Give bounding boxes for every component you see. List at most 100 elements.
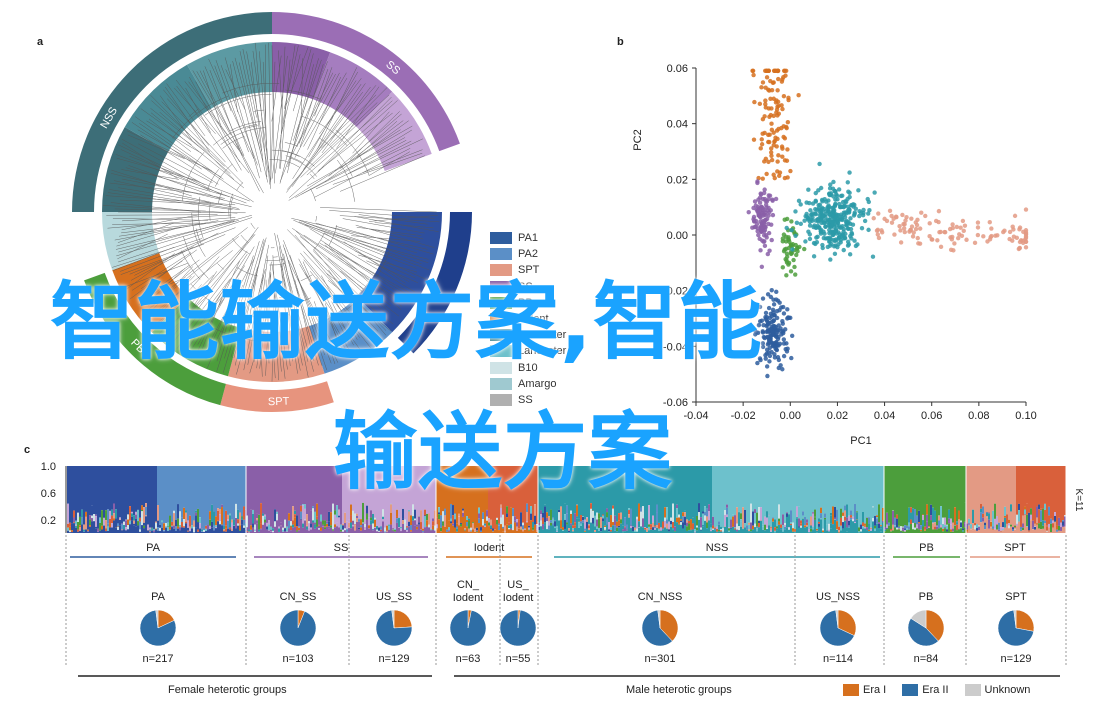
admix-bar xyxy=(866,527,868,531)
admix-bar xyxy=(552,518,554,524)
admix-bar xyxy=(846,517,848,528)
admix-bar xyxy=(844,510,846,517)
admix-bar xyxy=(994,518,996,529)
admix-bar xyxy=(370,524,372,533)
admix-bar xyxy=(290,466,292,522)
admix-bar xyxy=(225,466,227,511)
admix-bar xyxy=(714,530,716,533)
admix-bar xyxy=(398,527,400,533)
tree-branch xyxy=(300,252,375,342)
admix-bar xyxy=(270,466,272,527)
admix-bar xyxy=(442,521,444,524)
tree-branch xyxy=(324,303,343,358)
tree-branch xyxy=(120,149,211,191)
admix-bar xyxy=(848,515,850,521)
admix-bar xyxy=(478,518,480,524)
point-nss xyxy=(845,180,850,185)
admix-bar xyxy=(730,527,732,528)
tree-branch xyxy=(150,108,206,153)
tree-branch xyxy=(339,155,425,192)
admix-bar xyxy=(1056,529,1058,532)
admix-bar xyxy=(496,519,498,525)
admix-bar xyxy=(370,466,372,511)
tree-branch xyxy=(222,238,264,373)
admix-bar xyxy=(314,522,316,525)
admix-bar xyxy=(123,522,125,526)
admix-bar xyxy=(686,466,688,520)
admix-bar xyxy=(392,529,394,531)
admix-bar xyxy=(264,522,266,533)
admix-bar xyxy=(628,514,630,518)
admix-bar xyxy=(532,521,534,528)
admix-bar xyxy=(644,530,646,533)
point-iodent xyxy=(775,88,780,93)
k-label: K=11 xyxy=(1073,489,1084,512)
admix-bar xyxy=(346,529,348,532)
tree-branch xyxy=(172,226,259,344)
admix-bar xyxy=(968,525,970,533)
admix-bar xyxy=(702,526,704,533)
point-pa xyxy=(769,288,774,293)
point-pa xyxy=(775,355,781,360)
admix-bar xyxy=(446,531,448,533)
admix-bar xyxy=(470,527,472,531)
admix-bar xyxy=(732,514,734,517)
admix-bar xyxy=(352,526,354,533)
admix-bar xyxy=(970,466,972,525)
admix-bar xyxy=(586,466,588,518)
admix-bar xyxy=(894,526,896,528)
admix-bar xyxy=(1060,522,1062,528)
admix-bar xyxy=(586,521,588,529)
admix-bar xyxy=(604,525,606,528)
admix-bar xyxy=(988,528,990,533)
admix-bar xyxy=(452,505,454,516)
admix-bar xyxy=(410,466,412,516)
tree-branch xyxy=(265,273,272,376)
point-iodent xyxy=(786,95,791,101)
admix-bar xyxy=(342,529,344,532)
tree-branch xyxy=(234,240,265,366)
admix-bar xyxy=(628,517,630,533)
tree-branch xyxy=(120,243,204,275)
admix-bar xyxy=(91,518,93,522)
tree-branch xyxy=(317,96,392,173)
admix-bar xyxy=(944,527,946,529)
admix-bar xyxy=(860,531,862,533)
tree-branch xyxy=(109,189,240,211)
admix-bar xyxy=(988,466,990,513)
admix-bar xyxy=(382,466,384,510)
tree-arc xyxy=(188,108,199,117)
admix-bar xyxy=(101,529,103,533)
admix-bar xyxy=(692,523,694,530)
admix-bar xyxy=(1002,530,1004,533)
tree-branch xyxy=(368,151,411,176)
admix-bar xyxy=(938,520,940,529)
admix-bar xyxy=(71,466,73,524)
tree-branch xyxy=(318,112,393,171)
admix-bar xyxy=(696,525,698,528)
admix-bar xyxy=(129,524,131,533)
admix-bar xyxy=(746,466,748,526)
point-pa xyxy=(753,303,759,308)
admix-bar xyxy=(111,515,113,524)
admix-bar xyxy=(852,516,854,520)
admix-bar xyxy=(177,518,179,527)
admix-bar xyxy=(518,519,520,529)
point-ss xyxy=(773,196,779,202)
admix-bar xyxy=(624,526,626,528)
admix-bar xyxy=(344,523,346,529)
admix-bar xyxy=(784,526,786,530)
admix-bar xyxy=(468,466,470,519)
admix-bar xyxy=(1050,518,1052,524)
pie-label: PA xyxy=(151,591,166,603)
admix-bar xyxy=(862,528,864,533)
point-nss xyxy=(831,179,836,185)
admix-bar xyxy=(742,529,744,533)
admix-bar xyxy=(372,466,374,514)
admix-bar xyxy=(524,528,526,530)
point-pa xyxy=(770,343,776,348)
admix-bar xyxy=(292,524,294,528)
admix-bar xyxy=(324,466,326,521)
admix-bar xyxy=(808,532,810,533)
point-ss xyxy=(766,205,771,211)
